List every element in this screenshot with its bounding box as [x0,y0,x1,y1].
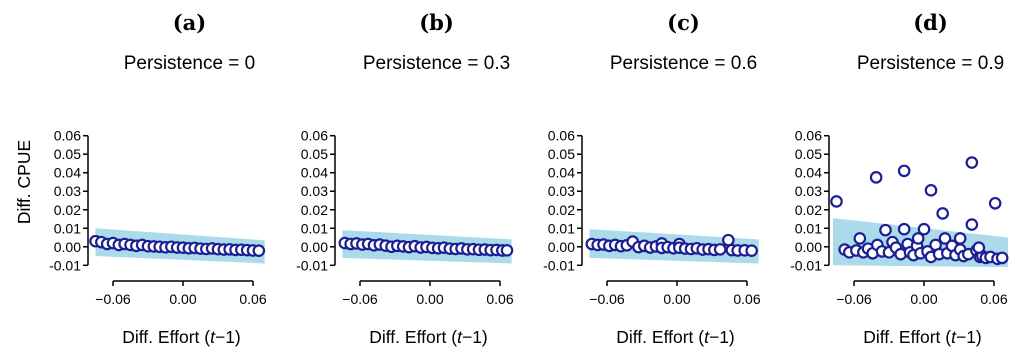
panel-title: Persistence = 0 [124,53,256,74]
data-point [917,222,931,236]
y-tick-label: 0.06 [795,128,822,144]
data-point [972,241,986,255]
y-tick-label: 0.00 [548,239,575,255]
x-tick-label: 0.06 [980,291,1007,307]
data-point [869,171,883,184]
y-tick-label: 0.01 [548,220,575,236]
y-axis-label: Diff. CPUE [14,140,34,224]
x-tick-label: −0.06 [95,291,131,307]
y-tick-label: 0.00 [54,239,81,255]
y-tick-label: 0.03 [795,183,822,199]
data-point [965,218,979,231]
data-point [965,156,979,169]
x-axis-label-suffix: −1) [462,327,488,347]
y-tick-label: 0.01 [54,220,81,236]
x-tick-label: 0.06 [486,291,513,307]
y-tick-label: 0.03 [301,183,328,199]
x-tick-label: 0.00 [910,291,937,307]
x-axis-label-prefix: Diff. Effort ( [863,327,951,347]
panel-c: (c) Persistence = 0.6 -0.01 0.00 0.01 0.02 0.0… [543,10,761,347]
x-tick-label: 0.06 [239,291,266,307]
y-tick-label: 0.05 [301,146,328,162]
data-point [953,232,967,245]
y-tick-label: 0.05 [54,146,81,162]
data-point [911,232,925,245]
panel-b: (b) Persistence = 0.3 -0.01 0.00 0.01 0.02 0.0… [296,10,514,347]
x-axis-label-prefix: Diff. Effort ( [122,327,210,347]
data-point [830,195,843,208]
x-axis-label-suffix: −1) [709,327,735,347]
y-tick-label: 0.06 [548,128,575,144]
y-tick-label: -0.01 [296,257,328,273]
y-tick-label: 0.02 [795,202,822,218]
y-tick-label: 0.03 [54,183,81,199]
x-tick-label: 0.06 [733,291,760,307]
data-point [713,243,727,256]
y-tick-label: 0.06 [54,128,81,144]
x-tick-label: −0.06 [342,291,378,307]
y-tick-label: 0.04 [795,165,822,181]
panel-letter: (c) [667,10,700,35]
x-axis-label-italic: t [951,327,957,347]
data-point [936,207,949,220]
y-tick-label: 0.04 [54,165,81,181]
x-axis-label-italic: t [704,327,710,347]
x-axis-label-suffix: −1) [215,327,241,347]
x-axis-label-italic: t [210,327,216,347]
data-point [988,196,1002,210]
y-tick-label: 0.01 [795,220,822,236]
x-tick-label: 0.00 [169,291,196,307]
y-tick-label: 0.04 [548,165,575,181]
data-point [500,244,514,257]
x-axis-label: Diff. Effort (t−1) [616,327,735,347]
x-axis-label-prefix: Diff. Effort ( [616,327,704,347]
y-tick-label: 0.04 [301,165,328,181]
y-tick-label: 0.05 [795,146,822,162]
data-point [938,232,952,245]
data-point [897,222,911,236]
data-point [924,184,938,197]
y-tick-label: -0.01 [790,257,822,273]
panel-a: (a) Persistence = 0 -0.01 0.00 0.01 0.02 0.03 0… [49,10,267,347]
x-axis-label: Diff. Effort (t−1) [369,327,488,347]
y-tick-label: 0.06 [301,128,328,144]
y-tick-label: 0.02 [548,202,575,218]
panel-letter: (b) [419,10,454,35]
x-axis-label: Diff. Effort (t−1) [122,327,241,347]
y-tick-label: 0.02 [301,202,328,218]
y-tick-label: -0.01 [49,257,81,273]
panel-d: (d) Persistence = 0.9 -0.01 0.00 0.01 0.02 0.0… [790,10,1009,347]
y-tick-label: 0.05 [548,146,575,162]
y-tick-label: -0.01 [543,257,575,273]
x-tick-label: 0.00 [663,291,690,307]
panel-title: Persistence = 0.9 [857,53,1004,74]
y-tick-label: 0.01 [301,220,328,236]
data-point [722,233,735,247]
x-axis-label-suffix: −1) [956,327,982,347]
y-tick-label: 0.00 [301,239,328,255]
data-point [745,244,758,257]
panel-letter: (d) [913,10,948,35]
x-tick-label: −0.06 [836,291,872,307]
panel-letter: (a) [173,10,206,35]
data-point [897,164,911,178]
x-tick-label: −0.06 [589,291,625,307]
y-tick-label: 0.00 [795,239,822,255]
y-tick-label: 0.03 [548,183,575,199]
data-point [853,232,867,245]
x-axis-label-italic: t [457,327,463,347]
x-tick-label: 0.00 [416,291,443,307]
x-axis-label: Diff. Effort (t−1) [863,327,982,347]
data-point [995,251,1009,265]
panel-title: Persistence = 0.3 [363,53,510,74]
data-point [252,244,266,257]
y-tick-label: 0.02 [54,202,81,218]
data-point [879,223,892,237]
panel-title: Persistence = 0.6 [610,53,757,74]
x-axis-label-prefix: Diff. Effort ( [369,327,457,347]
